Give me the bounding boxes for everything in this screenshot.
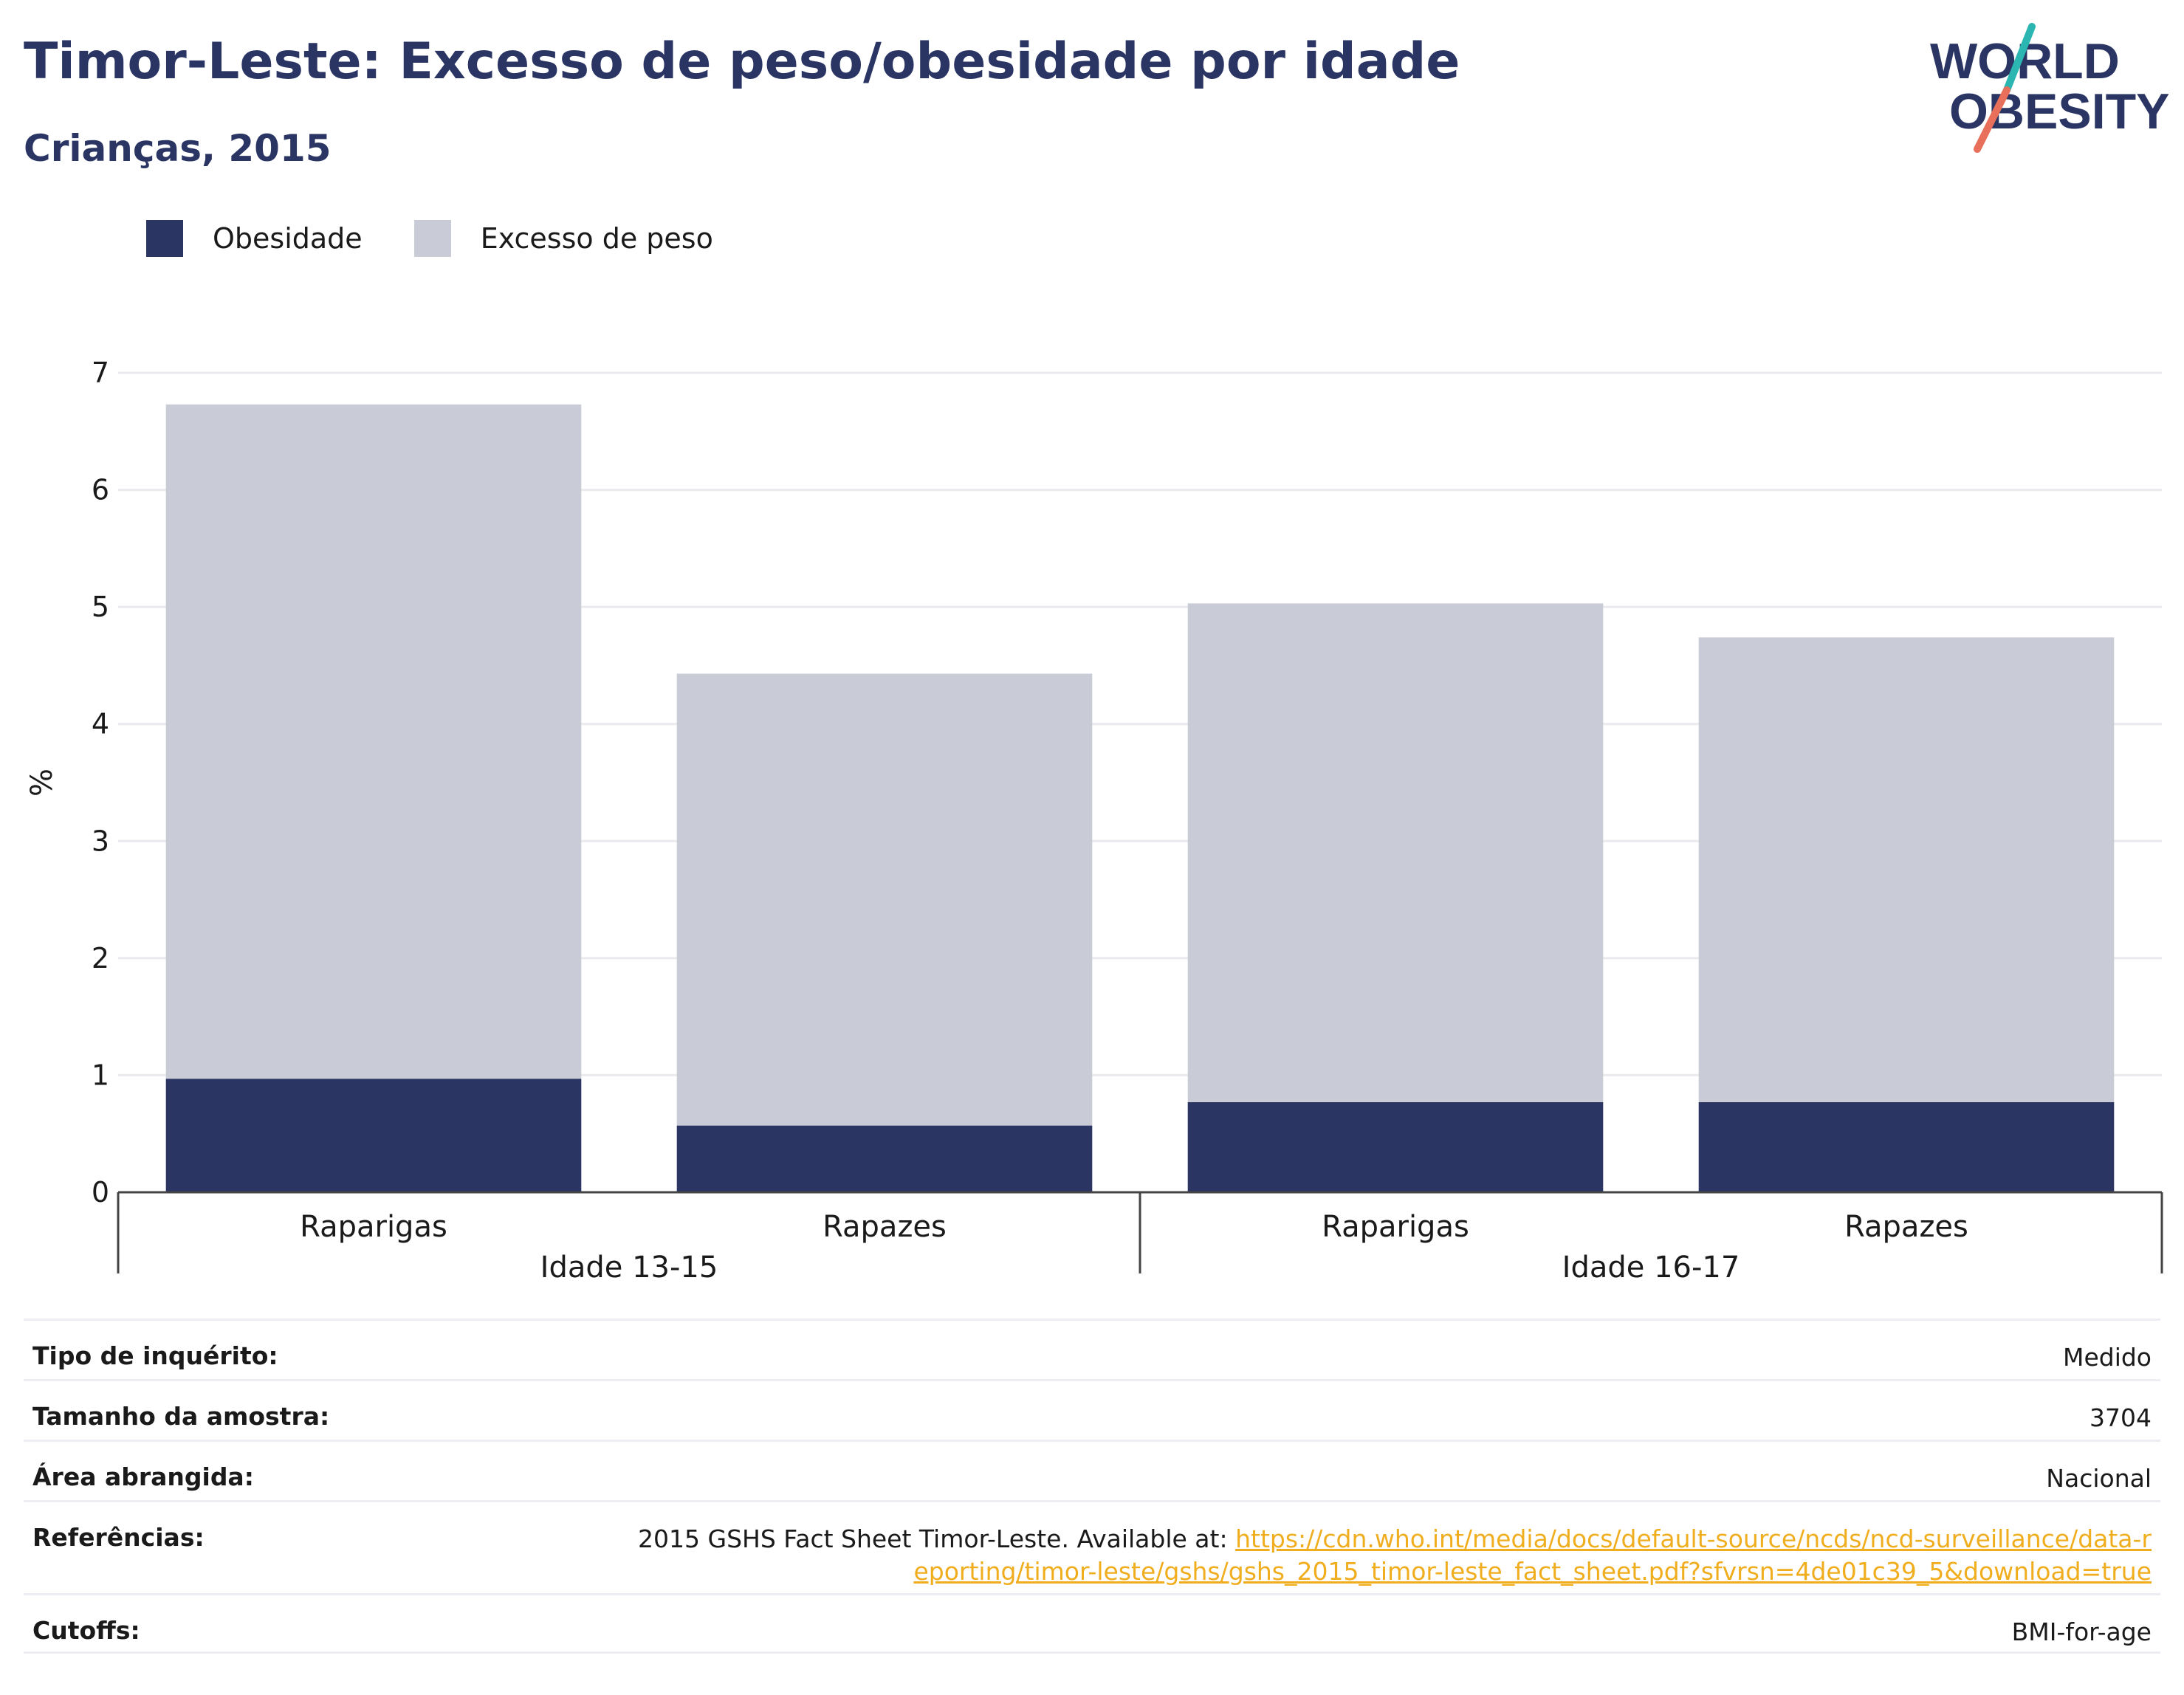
y-tick-label: 5	[92, 591, 109, 623]
info-row-cutoffs: Cutoffs: BMI-for-age	[24, 1593, 2160, 1654]
info-label: Tamanho da amostra:	[32, 1402, 330, 1431]
info-label: Tipo de inquérito:	[32, 1341, 278, 1370]
group-label: Idade 13-15	[540, 1251, 718, 1285]
bar-obesity-2	[1187, 1101, 1604, 1192]
x-tick-label: Rapazes	[1844, 1210, 1968, 1244]
legend-label-overweight: Excesso de peso	[480, 222, 713, 255]
x-tick-label: Raparigas	[1322, 1210, 1469, 1244]
survey-info-table: Tipo de inquérito: Medido Tamanho da amo…	[24, 1318, 2160, 1654]
info-row-area-covered: Área abrangida: Nacional	[24, 1440, 2160, 1500]
logo-slash-coral	[1974, 86, 2010, 153]
page-subtitle: Crianças, 2015	[24, 127, 332, 170]
bar-overweight-3	[1698, 637, 2115, 1102]
info-label: Cutoffs:	[32, 1616, 140, 1645]
y-tick-label: 6	[92, 474, 109, 506]
y-tick-label: 7	[92, 357, 109, 389]
info-value: Medido	[2062, 1343, 2152, 1372]
info-label: Referências:	[32, 1523, 205, 1552]
x-tick-label: Raparigas	[300, 1210, 447, 1244]
reference-link[interactable]: https://cdn.who.int/media/docs/default-s…	[913, 1524, 2152, 1586]
y-tick-label: 2	[92, 942, 109, 974]
info-label: Área abrangida:	[32, 1462, 254, 1491]
bar-overweight-1	[676, 673, 1093, 1126]
legend-swatch-overweight	[413, 220, 451, 257]
x-tick-label: Rapazes	[823, 1210, 947, 1244]
page-title: Timor-Leste: Excesso de peso/obesidade p…	[24, 32, 1460, 91]
world-obesity-logo: WORLD OBESITY	[1930, 23, 2170, 153]
info-row-survey-type: Tipo de inquérito: Medido	[24, 1318, 2160, 1379]
bar-obesity-1	[676, 1125, 1093, 1192]
y-tick-label: 4	[92, 708, 109, 740]
logo-slash-teal	[2003, 23, 2036, 94]
legend-item-obesity[interactable]: Obesidade	[146, 220, 363, 257]
legend-label-obesity: Obesidade	[213, 222, 363, 255]
bar-chart: 0 1 2 3 4 5 6 7% Raparigas Rapazes Raparigas Rapaze…	[25, 357, 2163, 1285]
reference-text: 2015 GSHS Fact Sheet Timor-Leste. Availa…	[638, 1524, 1236, 1553]
legend-swatch-obesity	[146, 220, 183, 257]
info-value-reference: 2015 GSHS Fact Sheet Timor-Leste. Availa…	[638, 1523, 2152, 1588]
bar-obesity-3	[1698, 1101, 2115, 1192]
y-tick-label: 3	[92, 825, 109, 857]
bar-overweight-0	[165, 404, 582, 1079]
info-value: Nacional	[2046, 1464, 2152, 1493]
y-axis-label: %	[25, 769, 59, 797]
chart-legend: Obesidade Excesso de peso	[146, 220, 765, 257]
info-row-references: Referências: 2015 GSHS Fact Sheet Timor-…	[24, 1500, 2160, 1593]
legend-item-overweight[interactable]: Excesso de peso	[413, 220, 713, 257]
bar-overweight-2	[1187, 603, 1604, 1102]
group-label: Idade 16-17	[1562, 1251, 1740, 1285]
info-row-sample-size: Tamanho da amostra: 3704	[24, 1379, 2160, 1440]
y-tick-label: 0	[92, 1176, 109, 1208]
y-tick-label: 1	[92, 1059, 109, 1091]
info-value: 3704	[2089, 1403, 2152, 1432]
info-value: BMI-for-age	[2011, 1617, 2152, 1646]
bar-obesity-0	[165, 1079, 582, 1192]
